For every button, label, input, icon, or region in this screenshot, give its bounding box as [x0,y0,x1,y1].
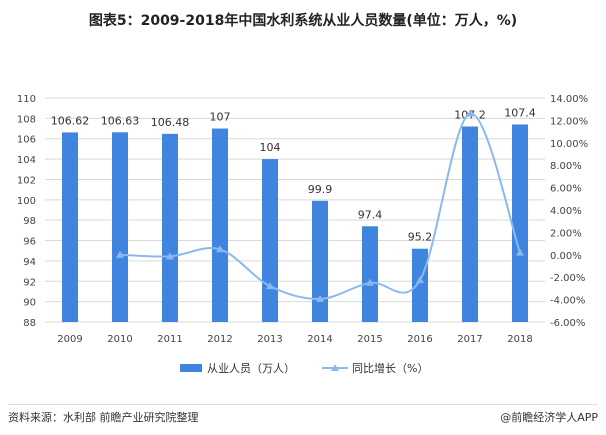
left-tick-label: 108 [17,114,36,125]
x-tick-label: 2014 [307,334,332,345]
bar [462,126,478,322]
left-tick-label: 88 [23,318,36,329]
legend-line-marker [331,364,339,371]
left-tick-label: 92 [23,277,36,288]
right-tick-label: 6.00% [550,184,582,195]
brand-note: @前瞻经济学人APP [500,411,598,424]
bar-data-label: 104 [260,141,281,154]
left-tick-label: 100 [17,196,36,207]
x-tick-label: 2010 [107,334,132,345]
right-tick-label: 12.00% [550,116,588,127]
left-tick-label: 106 [17,135,36,146]
bar-data-label: 106.48 [151,116,190,129]
right-tick-label: -6.00% [550,318,585,329]
bar-data-label: 107.4 [504,106,536,119]
left-tick-label: 102 [17,175,36,186]
growth-marker [516,248,524,256]
bar [162,133,178,322]
bar [212,128,228,322]
right-tick-label: 10.00% [550,139,588,150]
bar [262,159,278,322]
right-tick-label: -4.00% [550,296,585,307]
bar-data-label: 95.2 [408,231,433,244]
growth-marker [266,282,274,290]
chart: 88 90 92 94 96 98 100 102 104 106 108 110 -6.00% -4.0… [17,94,588,375]
bar [412,248,428,322]
left-tick-label: 104 [17,155,36,166]
right-tick-label: -2.00% [550,273,585,284]
growth-marker [416,276,424,284]
bar [112,132,128,322]
left-tick-label: 96 [23,237,36,248]
right-tick-label: 0.00% [550,251,582,262]
growth-marker [216,245,224,253]
growth-marker [316,294,324,302]
growth-marker [366,278,374,286]
bar-data-label: 106.62 [51,114,90,127]
legend-bar-swatch [180,364,202,372]
left-tick-label: 110 [17,94,36,105]
right-tick-label: 2.00% [550,228,582,239]
growth-marker [166,252,174,260]
bar-data-label: 97.4 [358,208,383,221]
legend-line-label: 同比增长（%） [352,361,428,375]
bar [62,132,78,322]
bar-data-label: 107 [210,111,231,124]
footer: 资料来源：水利部 前瞻产业研究院整理 @前瞻经济学人APP [8,404,598,425]
right-tick-label: 4.00% [550,206,582,217]
bar [312,200,328,322]
chart-title: 图表5：2009-2018年中国水利系统从业人员数量(单位：万人，%) [88,13,518,29]
bar-data-label: 106.63 [101,114,140,127]
left-tick-label: 98 [23,216,36,227]
x-tick-label: 2018 [507,334,532,345]
bar [512,124,528,323]
left-tick-label: 90 [23,298,36,309]
legend-bar-label: 从业人员（万人） [207,362,295,375]
bar-data-label: 99.9 [308,183,333,196]
x-tick-label: 2017 [457,334,482,345]
right-tick-label: 14.00% [550,94,588,105]
x-tick-label: 2009 [57,334,82,345]
growth-marker [116,250,124,258]
left-tick-label: 94 [23,257,36,268]
x-tick-label: 2011 [157,334,182,345]
x-tick-label: 2012 [207,334,232,345]
bar [362,226,378,322]
source-note: 资料来源：水利部 前瞻产业研究院整理 [8,411,199,424]
x-tick-label: 2013 [257,334,282,345]
x-tick-label: 2016 [407,334,432,345]
x-tick-label: 2015 [357,334,382,345]
growth-marker [466,109,474,117]
right-tick-label: 8.00% [550,161,582,172]
